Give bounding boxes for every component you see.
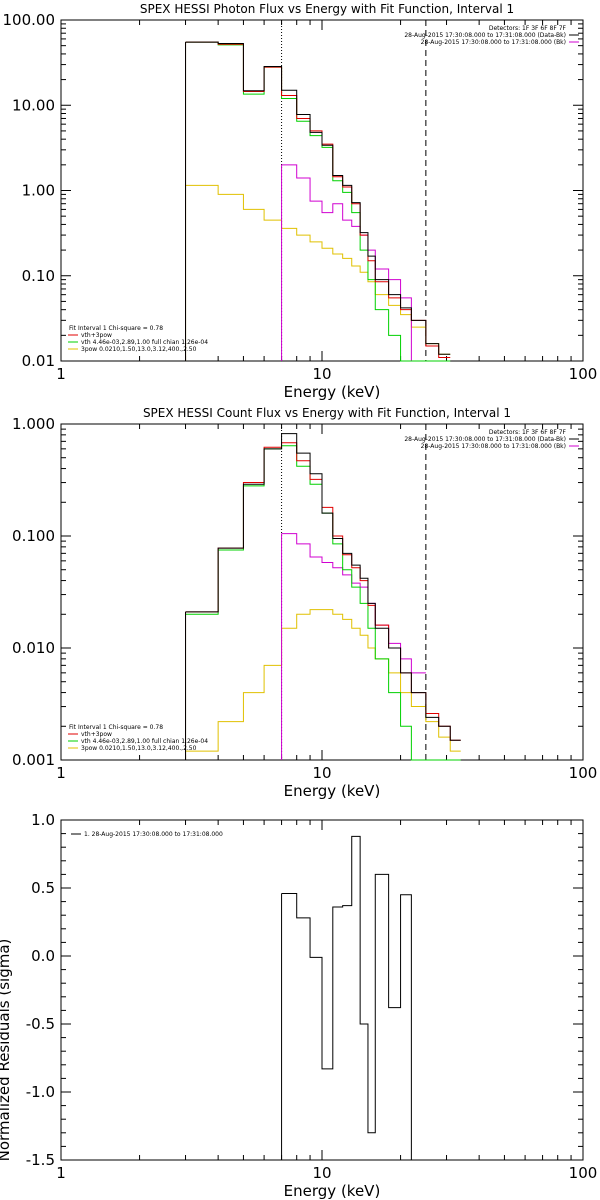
series-data bbox=[185, 41, 451, 355]
chart-title: SPEX HESSI Count Flux vs Energy with Fit… bbox=[143, 406, 511, 420]
x-tick-label: 100 bbox=[569, 764, 598, 782]
legend-right-entry: 28-Aug-2015 17:30:08.000 to 17:31:08.000… bbox=[421, 443, 566, 450]
y-tick-label: 0.01 bbox=[22, 352, 55, 370]
y-tick-label: 0.100 bbox=[12, 527, 55, 545]
y-tick-label: 0.010 bbox=[12, 639, 55, 657]
legend-left-entry: Fit Interval 1 Chi-square = 0.78 bbox=[69, 325, 163, 332]
series-powerlaw bbox=[185, 609, 461, 752]
x-tick-label: 10 bbox=[312, 764, 331, 782]
legend-entry: 1. 28-Aug-2015 17:30:08.000 to 17:31:08.… bbox=[84, 831, 223, 838]
legend-left-entry: vth+3pow bbox=[81, 332, 112, 339]
x-tick-label: 100 bbox=[569, 1164, 598, 1182]
x-tick-label: 10 bbox=[312, 1164, 331, 1182]
y-tick-label: 100.00 bbox=[3, 11, 56, 29]
x-tick-label: 1 bbox=[56, 365, 66, 383]
x-axis-label: Energy (keV) bbox=[284, 383, 381, 401]
y-tick-label: 0.0 bbox=[31, 947, 55, 965]
plot-frame bbox=[60, 19, 584, 362]
y-tick-label: 1.00 bbox=[22, 182, 55, 200]
y-axis-label: Normalized Residuals (sigma) bbox=[0, 939, 13, 1162]
legend-right-entry: 28-Aug-2015 17:30:08.000 to 17:31:08.000… bbox=[404, 32, 566, 39]
y-tick-label: 0.10 bbox=[22, 267, 55, 285]
legend-right-entry: 28-Aug-2015 17:30:08.000 to 17:31:08.000… bbox=[421, 39, 566, 46]
y-tick-label: 1.0 bbox=[31, 811, 55, 829]
legend-left-entry: 3pow 0.0210,1.50,13.0,3.12,400.,2.50 bbox=[81, 745, 197, 752]
y-tick-label: -1.5 bbox=[26, 1151, 55, 1169]
legend-left-entry: vth 4.46e-03,2.89,1.00 full chian 1.26e-… bbox=[81, 738, 208, 745]
chart-title: SPEX HESSI Photon Flux vs Energy with Fi… bbox=[140, 2, 514, 16]
y-tick-label: 0.5 bbox=[31, 879, 55, 897]
legend-right-entry: Detectors: 1F 3F 6F 8F 7F bbox=[489, 25, 567, 32]
y-tick-label: -1.0 bbox=[26, 1083, 55, 1101]
series-thermal bbox=[185, 445, 461, 761]
x-tick-label: 100 bbox=[569, 365, 598, 383]
series-data bbox=[185, 433, 461, 741]
legend-left-entry: Fit Interval 1 Chi-square = 0.78 bbox=[69, 724, 163, 731]
legend-left-entry: vth+3pow bbox=[81, 731, 112, 738]
x-axis-label: Energy (keV) bbox=[284, 782, 381, 800]
legend-left-entry: 3pow 0.0210,1.50,13.0,3.12,400.,2.50 bbox=[81, 346, 197, 353]
x-tick-label: 1 bbox=[56, 764, 66, 782]
x-tick-label: 1 bbox=[56, 1164, 66, 1182]
series-total-fit bbox=[185, 41, 451, 358]
y-tick-label: 0.001 bbox=[12, 751, 55, 769]
legend-left-entry: vth 4.46e-03,2.89,1.00 full chian 1.26e-… bbox=[81, 339, 208, 346]
series-background bbox=[281, 533, 426, 674]
series-residuals bbox=[281, 835, 426, 1161]
series-total-fit bbox=[185, 442, 461, 741]
y-tick-label: 10.00 bbox=[12, 96, 55, 114]
legend-right-entry: Detectors: 1F 3F 6F 8F 7F bbox=[489, 429, 567, 436]
x-axis-label: Energy (keV) bbox=[284, 1182, 381, 1200]
series-powerlaw bbox=[185, 184, 451, 355]
series-background bbox=[281, 164, 426, 362]
y-tick-label: -0.5 bbox=[26, 1015, 55, 1033]
legend-right-entry: 28-Aug-2015 17:30:08.000 to 17:31:08.000… bbox=[404, 436, 566, 443]
y-tick-label: 1.000 bbox=[12, 415, 55, 433]
x-tick-label: 10 bbox=[312, 365, 331, 383]
